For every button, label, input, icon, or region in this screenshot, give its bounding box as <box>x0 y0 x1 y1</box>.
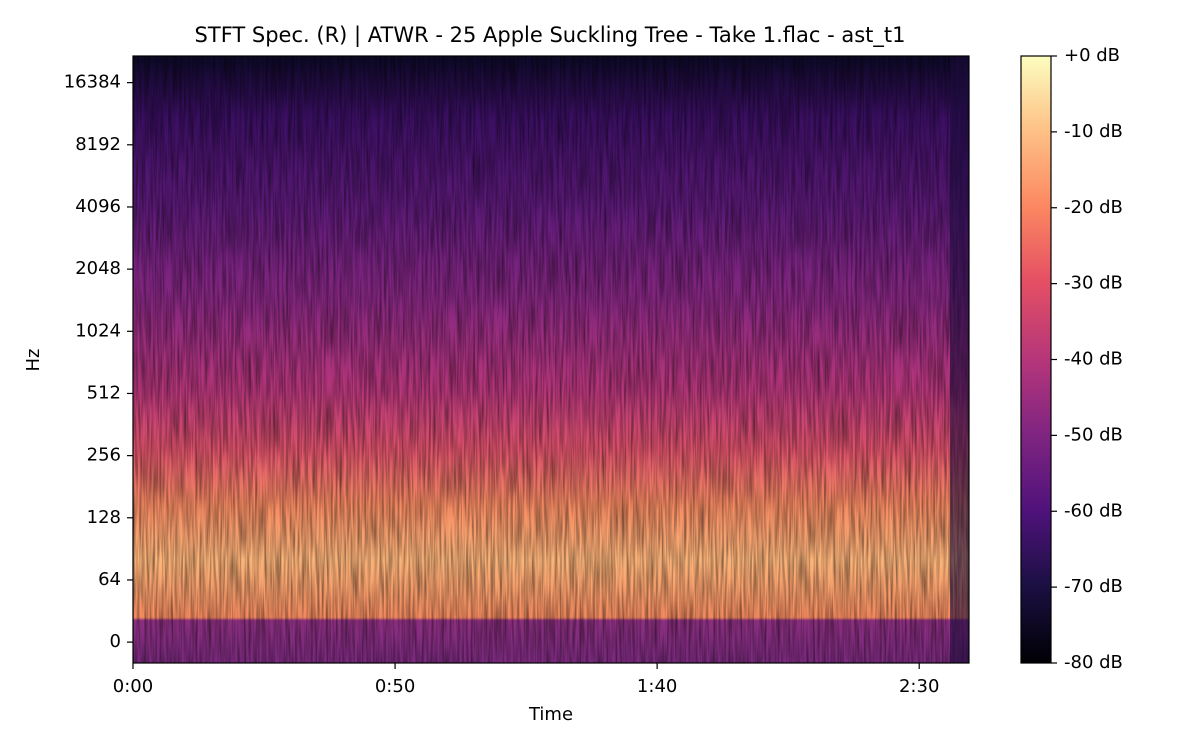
x-tick-label: 0:00 <box>113 676 153 697</box>
colorbar <box>1020 55 1052 664</box>
y-axis-label: Hz <box>23 349 44 372</box>
y-tick-label: 512 <box>87 382 121 403</box>
colorbar-tick-label: -60 dB <box>1064 500 1123 521</box>
y-tick-label: 64 <box>98 569 121 590</box>
colorbar-tick-label: -50 dB <box>1064 424 1123 445</box>
y-tick-label: 1024 <box>75 320 121 341</box>
x-axis-label: Time <box>528 704 573 725</box>
y-tick-label: 8192 <box>75 134 121 155</box>
colorbar-tick-label: -70 dB <box>1064 576 1123 597</box>
colorbar-tick-label: -30 dB <box>1064 273 1123 294</box>
colorbar-tick-label: -20 dB <box>1064 197 1123 218</box>
y-tick-label: 2048 <box>75 258 121 279</box>
x-tick-label: 0:50 <box>375 676 415 697</box>
y-tick-label: 0 <box>110 631 121 652</box>
colorbar-tick-label: -10 dB <box>1064 121 1123 142</box>
y-tick-label: 16384 <box>64 72 121 93</box>
y-tick-label: 256 <box>87 445 121 466</box>
colorbar-tick-label: -80 dB <box>1064 652 1123 673</box>
colorbar-tick-label: -40 dB <box>1064 349 1123 370</box>
plot-area <box>132 55 970 664</box>
colorbar-tick-label: +0 dB <box>1064 45 1120 66</box>
spectrogram-tail <box>950 56 969 663</box>
x-tick-label: 2:30 <box>899 676 939 697</box>
plot-frame <box>132 55 970 664</box>
chart-title: STFT Spec. (R) | ATWR - 25 Apple Sucklin… <box>195 23 906 48</box>
x-tick-label: 1:40 <box>637 676 677 697</box>
spectrogram-texture <box>133 56 969 663</box>
y-tick-label: 128 <box>87 507 121 528</box>
y-tick-label: 4096 <box>75 196 121 217</box>
